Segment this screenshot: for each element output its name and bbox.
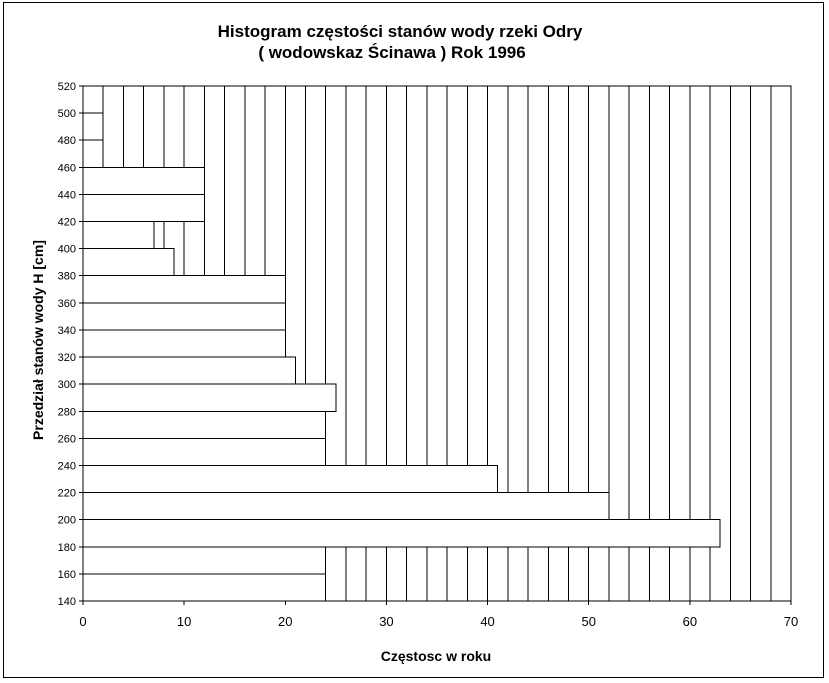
bar-260-280 [82,410,327,439]
bar-440-460 [82,166,205,195]
x-tick-label-30: 30 [379,614,393,629]
y-tick-label-480: 480 [58,135,76,147]
x-tick-label-20: 20 [278,614,292,629]
y-tick-label-260: 260 [58,433,76,445]
bar-140-160 [82,573,327,602]
y-tick-labels: 140 160 180 200 220 240 260 280 300 320 340 360 380 4… [58,81,83,608]
bar-240-260 [82,437,327,466]
y-axis-label: Przedział stanów wody H [cm] [30,240,46,440]
bar-480-500 [82,112,104,141]
y-tick-label-420: 420 [58,217,76,229]
bar-460-480 [82,139,104,168]
bar-180-200 [82,519,721,548]
plot-area-border [82,85,792,602]
y-tick-label-320: 320 [58,352,76,364]
y-tick-label-180: 180 [58,542,76,554]
x-axis-label: Częstosc w roku [381,648,491,664]
y-tick-label-160: 160 [58,569,76,581]
bar-160-180 [82,546,327,575]
bar-500-520 [82,85,104,114]
histogram-bars [82,85,721,602]
bar-340-360 [82,302,286,331]
y-tick-label-380: 380 [58,271,76,283]
y-tick-label-520: 520 [58,81,76,93]
y-tick-label-300: 300 [58,379,76,391]
y-tick-label-460: 460 [58,162,76,174]
y-tick-label-500: 500 [58,108,76,120]
x-tick-label-50: 50 [581,614,595,629]
y-tick-label-280: 280 [58,406,76,418]
x-tick-labels: 0 10 20 30 40 50 60 70 [79,601,798,629]
y-tick-label-440: 440 [58,189,76,201]
chart-title: Histogram częstości stanów wody rzeki Od… [218,22,583,41]
y-tick-label-200: 200 [58,515,76,527]
bar-200-220 [82,492,610,521]
y-tick-label-360: 360 [58,298,76,310]
x-tick-label-70: 70 [784,614,798,629]
x-tick-label-60: 60 [683,614,697,629]
bar-360-380 [82,275,286,304]
y-tick-label-220: 220 [58,488,76,500]
bar-400-420 [82,221,155,250]
bar-420-440 [82,193,205,223]
y-tick-label-340: 340 [58,325,76,337]
bar-380-400 [82,248,175,277]
x-tick-label-0: 0 [79,614,86,629]
x-tick-label-10: 10 [177,614,191,629]
bar-300-320 [82,356,296,385]
y-tick-label-400: 400 [58,244,76,256]
chart-subtitle: ( wodowskaz Ścinawa ) Rok 1996 [258,43,525,62]
axes [82,85,792,602]
bar-220-240 [82,464,499,494]
y-tick-label-240: 240 [58,460,76,472]
x-tick-label-40: 40 [480,614,494,629]
y-tick-label-140: 140 [58,596,76,608]
bar-280-300 [82,383,337,412]
bar-320-340 [82,329,286,358]
